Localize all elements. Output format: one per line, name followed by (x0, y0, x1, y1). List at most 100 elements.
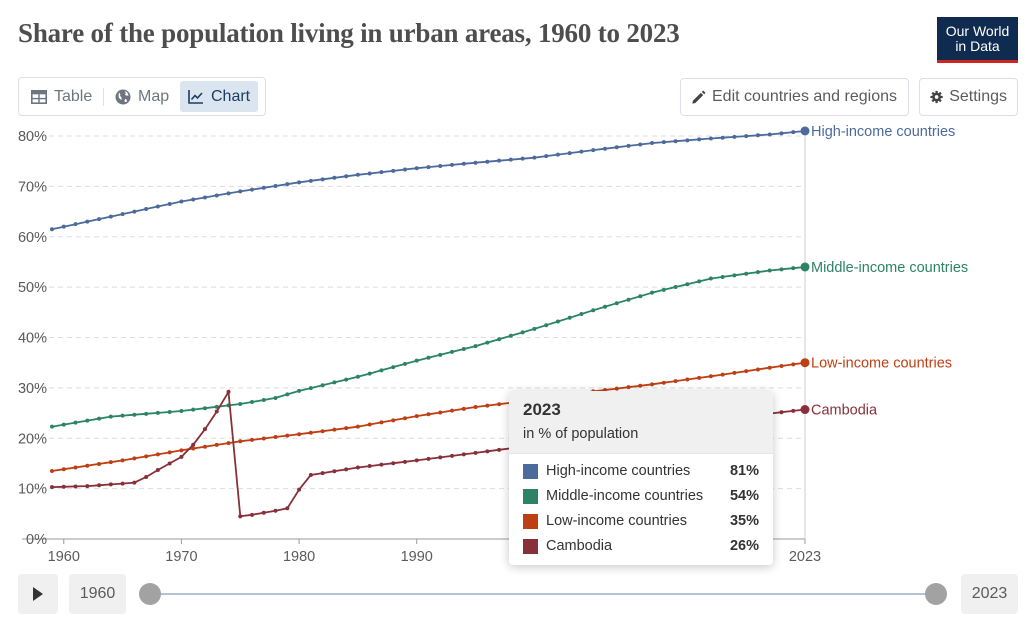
data-point (320, 429, 325, 434)
gear-icon (930, 90, 943, 104)
data-point (132, 456, 137, 461)
owid-logo[interactable]: Our World in Data (937, 17, 1018, 63)
data-point (226, 389, 231, 394)
x-tick-label: 2023 (789, 549, 821, 565)
data-point (85, 219, 90, 224)
logo-accent-bar (937, 60, 1018, 63)
tooltip-swatch (523, 513, 538, 529)
data-point (555, 319, 560, 324)
data-point (461, 452, 466, 457)
data-point (191, 442, 196, 447)
data-point (673, 379, 678, 384)
data-point (179, 409, 184, 414)
data-point (567, 151, 572, 156)
data-point (297, 487, 302, 492)
data-point (144, 454, 149, 459)
data-point (97, 483, 102, 488)
data-point (450, 162, 455, 167)
data-point (297, 432, 302, 437)
data-point (85, 463, 90, 468)
data-point (650, 141, 655, 146)
settings-button[interactable]: Settings (919, 78, 1018, 116)
edit-countries-button[interactable]: Edit countries and regions (680, 78, 909, 116)
data-point (120, 481, 125, 486)
data-point (61, 484, 66, 489)
data-point (602, 387, 607, 392)
data-point (720, 372, 725, 377)
tooltip-series-name: Low-income countries (546, 513, 688, 529)
tab-table[interactable]: Table (23, 81, 100, 112)
tab-chart[interactable]: Chart (180, 81, 259, 112)
x-tick-label: 1990 (401, 549, 433, 565)
series-label-high: High-income countries (811, 124, 955, 140)
data-point (214, 409, 219, 414)
data-point (544, 323, 549, 328)
timeline-start-year[interactable]: 1960 (69, 574, 126, 614)
data-point (226, 191, 231, 196)
data-point (202, 444, 207, 449)
data-point (732, 273, 737, 278)
data-point (744, 369, 749, 374)
data-point (167, 450, 172, 455)
timeline-end-year[interactable]: 2023 (961, 574, 1018, 614)
data-point (520, 330, 525, 335)
tab-chart-label: Chart (211, 87, 251, 105)
data-point (308, 178, 313, 183)
data-point (485, 403, 490, 408)
data-point (144, 411, 149, 416)
data-point (179, 454, 184, 459)
data-point (426, 165, 431, 170)
data-point (708, 136, 713, 141)
data-point (179, 199, 184, 204)
data-point (461, 406, 466, 411)
data-point (508, 157, 513, 162)
tooltip-row: Middle-income countries 54% (523, 485, 759, 507)
data-point (497, 402, 502, 407)
data-point (273, 395, 278, 400)
data-point (50, 424, 54, 429)
tooltip-series-name: Cambodia (546, 538, 613, 554)
data-point (320, 383, 325, 388)
data-point (767, 268, 772, 273)
data-point (85, 484, 90, 489)
y-tick-label: 60% (18, 230, 47, 246)
data-point (473, 405, 478, 410)
data-point (250, 512, 255, 517)
data-point (450, 453, 455, 458)
data-point (614, 301, 619, 306)
tab-map-label: Map (138, 87, 170, 105)
data-point (638, 142, 643, 147)
play-button[interactable] (18, 574, 58, 614)
data-point (367, 171, 372, 176)
data-point (697, 375, 702, 380)
data-point (497, 447, 502, 452)
data-point (473, 450, 478, 455)
timeline-end-handle[interactable] (925, 583, 947, 605)
data-point (155, 204, 160, 209)
series-endpoint-middle (800, 262, 810, 272)
tab-map[interactable]: Map (107, 81, 177, 112)
data-point (732, 370, 737, 375)
data-point (355, 172, 360, 177)
data-point (355, 465, 360, 470)
y-tick-label: 80% (18, 129, 47, 145)
data-point (50, 227, 54, 232)
data-point (791, 362, 796, 367)
y-tick-label: 70% (18, 179, 47, 195)
data-point (520, 156, 525, 161)
timeline-track[interactable] (150, 593, 936, 595)
data-point (297, 388, 302, 393)
data-point (97, 461, 102, 466)
tooltip-row: High-income countries 81% (523, 460, 759, 482)
data-point (391, 461, 396, 466)
tooltip-swatch (523, 488, 538, 504)
data-point (391, 168, 396, 173)
data-point (732, 134, 737, 139)
timeline-start-handle[interactable] (139, 583, 161, 605)
series-label-middle: Middle-income countries (811, 260, 968, 276)
x-tick-label: 1980 (283, 549, 315, 565)
data-point (402, 167, 407, 172)
data-point (614, 386, 619, 391)
data-point (367, 464, 372, 469)
data-point (132, 412, 137, 417)
